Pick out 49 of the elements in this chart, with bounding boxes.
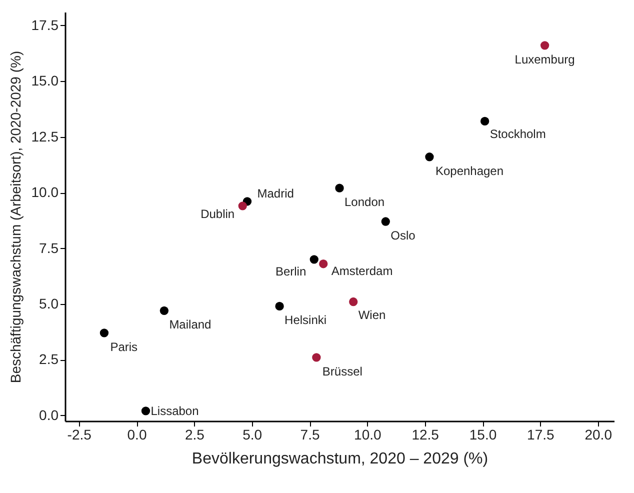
point: [319, 260, 328, 268]
x-tick-label: 12.5: [412, 426, 440, 442]
x-tick-label: 7.5: [300, 426, 320, 442]
annotation: Wien: [358, 308, 386, 322]
point: [100, 328, 109, 338]
annotation: Madrid: [257, 186, 294, 200]
y-tick-label: 0.0: [39, 406, 59, 423]
point: [141, 406, 150, 416]
annotation: Dublin: [200, 206, 235, 221]
y-tick-label: 12.5: [31, 128, 59, 144]
annotation: Kopenhagen: [435, 164, 504, 178]
y-tick-label: 2.5: [39, 351, 59, 368]
y-axis-title: Beschäftigungswachstum (Arbeitsort), 2020-2029 (%): [7, 50, 24, 384]
annotation: Luxemburg: [514, 52, 575, 66]
x-tick-label: 5.0: [242, 426, 262, 442]
point: [349, 297, 358, 306]
x-tick-label: 0.0: [127, 426, 147, 442]
annotation: Brüssel: [322, 364, 362, 378]
x-tick-label: -2.5: [67, 426, 92, 442]
point: [540, 41, 550, 50]
y-tick-label: 7.5: [39, 240, 59, 256]
x-tick-label: 20.0: [584, 426, 612, 442]
annotation: Berlin: [275, 264, 306, 278]
y-tick-label: 5.0: [39, 295, 59, 312]
annotation: Lissabon: [150, 404, 199, 418]
point: [310, 255, 318, 264]
annotation: Helsinki: [284, 313, 327, 328]
annotation: Oslo: [390, 228, 416, 243]
annotation: Amsterdam: [331, 264, 393, 278]
point: [275, 302, 284, 311]
point: [425, 152, 434, 162]
annotation: Stockholm: [490, 127, 546, 142]
point: [381, 217, 390, 226]
annotation: London: [344, 195, 385, 210]
x-tick-label: 17.5: [527, 426, 555, 442]
annotation: Mailand: [169, 318, 212, 332]
point: [160, 306, 169, 315]
y-tick-label: 17.5: [31, 16, 59, 33]
x-tick-label: 15.0: [469, 426, 497, 442]
x-tick-label: 10.0: [354, 426, 382, 442]
y-tick-label: 15.0: [31, 72, 59, 89]
point: [312, 353, 321, 362]
y-tick-label: 10.0: [31, 184, 59, 200]
point: [238, 202, 247, 210]
point: [480, 116, 490, 126]
x-axis-title: Bevölkerungswachstum, 2020 – 2029 (%): [192, 450, 488, 468]
point: [335, 184, 344, 192]
x-tick-label: 2.5: [184, 426, 205, 442]
annotation: Paris: [110, 340, 138, 354]
